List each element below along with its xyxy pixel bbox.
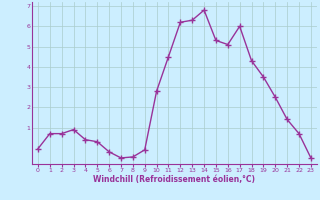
X-axis label: Windchill (Refroidissement éolien,°C): Windchill (Refroidissement éolien,°C) bbox=[93, 175, 255, 184]
